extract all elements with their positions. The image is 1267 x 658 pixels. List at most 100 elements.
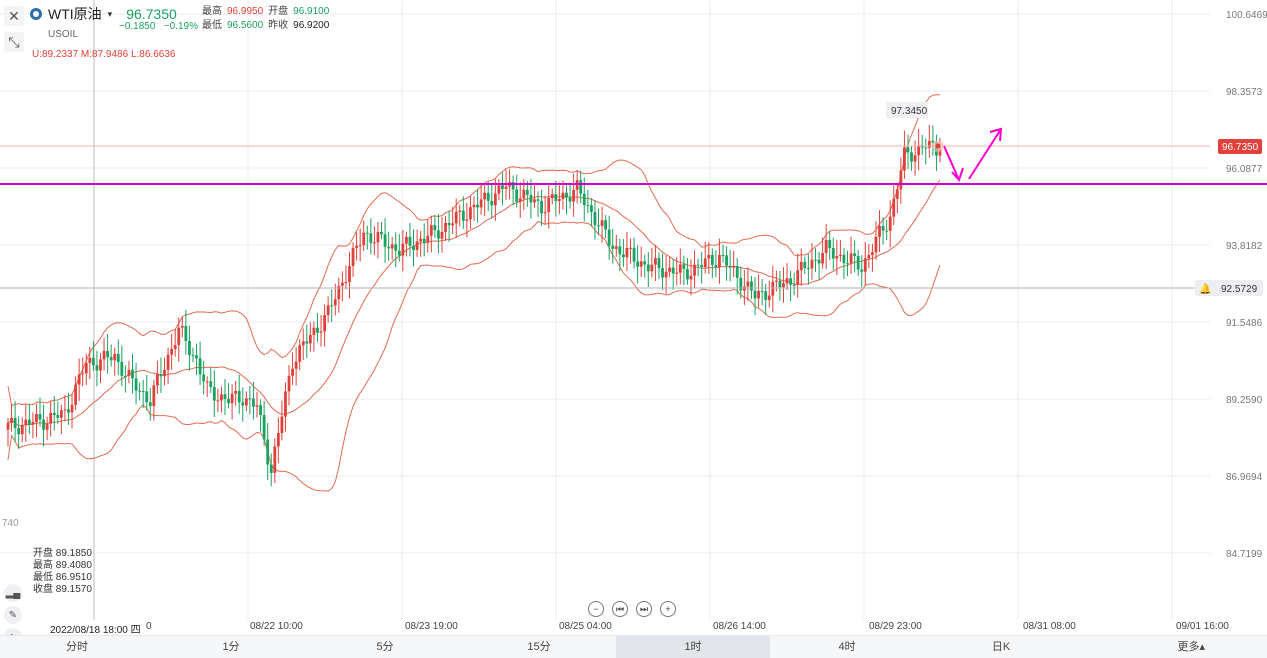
- candle-body: [874, 236, 878, 253]
- candle-body: [241, 402, 245, 406]
- zoom-in-button[interactable]: +: [660, 601, 676, 617]
- candle-body: [461, 210, 465, 221]
- candle-body: [344, 282, 348, 284]
- scroll-start-button[interactable]: ⏮: [612, 601, 628, 617]
- candle-body: [636, 261, 640, 267]
- time-label: 08/25 04:00: [559, 621, 612, 632]
- candle-body: [622, 254, 625, 258]
- candle-body: [600, 220, 604, 227]
- candle-body: [824, 239, 828, 253]
- candle-body: [529, 194, 533, 203]
- candle-body: [49, 412, 53, 424]
- candle-body: [298, 345, 302, 362]
- chevron-down-icon[interactable]: ▾: [107, 8, 113, 19]
- price-axis-label: 89.2590: [1226, 395, 1263, 406]
- candle-body: [266, 439, 270, 465]
- left-edge-label: 740: [2, 518, 19, 529]
- tab-period[interactable]: 日K: [991, 641, 1011, 653]
- candle-body: [358, 245, 362, 247]
- ohlc-summary: 最高 96.9950 开盘 96.9100 最低 96.5600 昨收 96.9…: [202, 5, 329, 33]
- symbol-code: USOIL: [48, 29, 79, 40]
- candle-body: [255, 405, 259, 407]
- candle-body: [725, 255, 728, 266]
- candle-body: [906, 147, 910, 153]
- price-axis-label: 93.8182: [1226, 241, 1263, 252]
- price-chart[interactable]: 100.6469 98.3573 96.0877 93.8182 91.5486 89.2…: [0, 0, 1267, 620]
- open-label: 开盘: [268, 6, 289, 17]
- candle-body: [618, 246, 622, 255]
- candle-body: [557, 198, 561, 202]
- symbol-name[interactable]: WTI原油: [48, 6, 102, 22]
- candle-body: [173, 345, 177, 349]
- tab-period[interactable]: 分时: [66, 641, 88, 653]
- candle-body: [67, 409, 70, 413]
- candle-body: [52, 412, 56, 416]
- tab-period[interactable]: 4时: [838, 641, 856, 653]
- candle-body: [156, 374, 159, 386]
- candle-body: [550, 194, 554, 199]
- drawn-arrows: [943, 127, 1003, 182]
- candle-body: [728, 265, 732, 268]
- candle-body: [589, 205, 593, 212]
- candle-body: [767, 295, 771, 300]
- candle-body: [351, 247, 355, 267]
- candle-body: [308, 334, 312, 344]
- candle-body: [938, 149, 942, 156]
- alert-tag-bg: [1195, 280, 1263, 296]
- hover-high: 最高 89.4080: [33, 560, 92, 571]
- close-icon[interactable]: ✕: [4, 6, 24, 26]
- candle-body: [109, 357, 113, 361]
- arrow-up: [968, 128, 1002, 180]
- candle-body: [693, 264, 696, 276]
- candle-body: [27, 419, 31, 425]
- candle-body: [910, 152, 913, 162]
- more-periods-button[interactable]: 更多▴: [1177, 641, 1205, 653]
- candle-body: [387, 246, 391, 249]
- bollinger-readout: U:89.2337 M:87.9486 L:86.6636: [32, 49, 176, 60]
- candle-body: [141, 391, 145, 393]
- candle-body: [138, 390, 142, 392]
- time-label: 08/23 19:00: [405, 621, 458, 632]
- price-axis-label: 86.9694: [1226, 472, 1263, 483]
- candle-body: [696, 264, 700, 266]
- candle-body: [668, 267, 672, 272]
- candle-body: [931, 140, 935, 143]
- candle-body: [145, 391, 149, 403]
- scroll-end-button[interactable]: ⏭: [636, 601, 652, 617]
- draw-pen-icon[interactable]: ✎: [4, 606, 22, 624]
- chart-canvas[interactable]: 100.6469 98.3573 96.0877 93.8182 91.5486 89.2…: [0, 0, 1267, 620]
- candle-body: [35, 414, 38, 423]
- price-axis: 100.6469 98.3573 96.0877 93.8182 91.5486 89.2…: [1226, 10, 1267, 560]
- indicator-icon[interactable]: ▂▄: [4, 584, 22, 602]
- tab-period[interactable]: 1分: [222, 641, 240, 653]
- hover-close: 收盘 89.1570: [33, 584, 92, 595]
- candle-body: [38, 414, 42, 420]
- tab-period[interactable]: 5分: [376, 641, 394, 653]
- candle-body: [831, 247, 835, 259]
- symbol-logo-icon: [30, 8, 42, 20]
- candle-body: [123, 375, 127, 377]
- candle-body: [614, 246, 618, 249]
- candle-body: [195, 355, 198, 359]
- candle-body: [380, 231, 383, 235]
- candle-body: [422, 238, 426, 243]
- candle-body: [440, 231, 444, 239]
- live-price-dot-core: [935, 143, 941, 149]
- time-label: 09/01 16:00: [1176, 621, 1229, 632]
- current-price-tag: [1218, 139, 1262, 154]
- tab-period-active[interactable]: 1时: [616, 636, 770, 658]
- candle-body: [582, 193, 586, 206]
- candle-body: [525, 189, 529, 195]
- collapse-icon[interactable]: ⤡: [4, 32, 24, 52]
- tab-period[interactable]: 15分: [527, 641, 551, 653]
- candle-body: [493, 193, 497, 206]
- time-label: 08/26 14:00: [713, 621, 766, 632]
- candle-body: [568, 197, 572, 202]
- candle-body: [856, 256, 860, 270]
- candle-body: [686, 268, 689, 280]
- candle-body: [785, 278, 789, 284]
- candle-body: [518, 198, 522, 202]
- candle-body: [806, 268, 810, 270]
- zoom-out-button[interactable]: −: [588, 601, 604, 617]
- candle-body: [458, 210, 462, 212]
